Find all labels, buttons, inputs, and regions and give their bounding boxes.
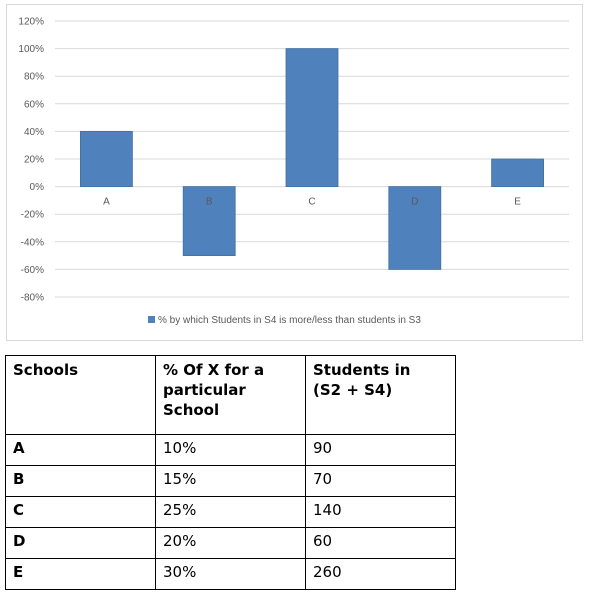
y-tick-label: 100% [18,44,44,55]
data-table: Schools % Of X for a particular School S… [5,355,456,590]
table-row: C 25% 140 [5,496,456,528]
y-tick-label: 120% [18,17,44,28]
header-pct-line-3: School [163,401,220,419]
cell-pct: 30% [155,558,306,590]
header-pct-line-2: particular [163,381,246,399]
y-tick-label: -80% [21,293,44,304]
cell-students: 90 [305,434,456,466]
y-tick-label: -20% [21,210,44,221]
header-pct-line-1: % Of X for a [163,361,265,379]
header-schools-line: Schools [13,361,79,379]
cell-pct: 10% [155,434,306,466]
y-tick-label: 0% [30,182,45,193]
bar-a [80,131,133,188]
cell-pct: 20% [155,527,306,559]
legend-label: % by which Students in S4 is more/less t… [158,315,421,326]
cell-students: 260 [305,558,456,590]
header-pct-of-x: % Of X for a particular School [155,355,306,435]
table-row: B 15% 70 [5,465,456,497]
x-tick-label: E [514,197,521,208]
x-tick-label: D [411,197,418,208]
header-students: Students in (S2 + S4) [305,355,456,435]
table-header-row: Schools % Of X for a particular School S… [5,355,456,435]
header-students-line-2: (S2 + S4) [313,381,393,399]
y-tick-label: -40% [21,237,44,248]
legend-swatch [148,316,155,323]
y-tick-label: -60% [21,265,44,276]
cell-school: D [5,527,156,559]
cell-school: A [5,434,156,466]
bar-d [388,186,442,270]
x-tick-label: A [103,197,110,208]
cell-students: 60 [305,527,456,559]
cell-school: E [5,558,156,590]
y-tick-label: 40% [24,127,44,138]
cell-students: 70 [305,465,456,497]
cell-pct: 25% [155,496,306,528]
bar-e [491,158,545,188]
header-students-line-1: Students in [313,361,411,379]
bar-b [182,186,236,257]
cell-students: 140 [305,496,456,528]
x-tick-label: C [308,197,315,208]
y-tick-label: 60% [24,99,44,110]
x-tick-label: B [206,197,213,208]
bar-c [285,48,339,187]
table-row: D 20% 60 [5,527,456,559]
cell-school: B [5,465,156,497]
y-tick-label: 20% [24,155,44,166]
chart-frame: 120% 100% 80% 60% 40% 20% 0% -20% -40% -60% -80% A B… [6,4,583,341]
table-row: A 10% 90 [5,434,456,466]
cell-school: C [5,496,156,528]
header-schools: Schools [5,355,156,435]
y-tick-label: 80% [24,72,44,83]
table-row: E 30% 260 [5,558,456,590]
cell-pct: 15% [155,465,306,497]
bar-chart: 120% 100% 80% 60% 40% 20% 0% -20% -40% -60% -80% A B… [18,17,569,326]
